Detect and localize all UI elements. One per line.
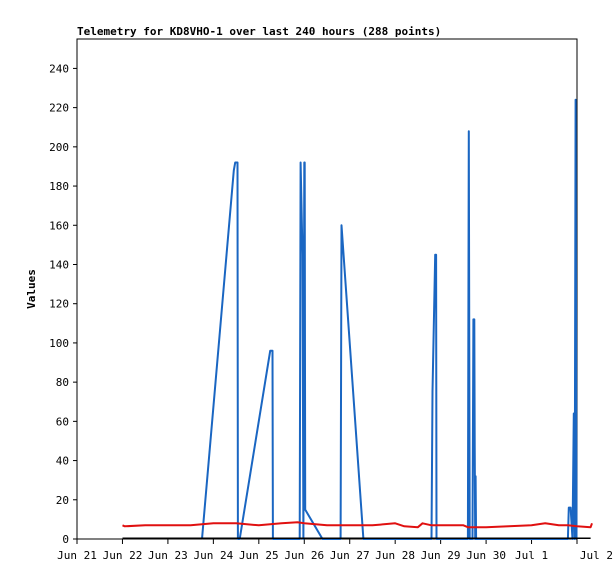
x-tick-label: Jun 30 [466,549,506,562]
x-tick-label: Jun 22 [103,549,143,562]
x-tick-label: Jun 23 [148,549,188,562]
y-tick-label: 160 [49,219,69,232]
x-tick-label: Jun 25 [239,549,279,562]
plot-area [76,38,578,540]
x-tick-label: Jul 1 [515,549,548,562]
x-tick-label: Jun 24 [193,549,233,562]
x-tick-label: Jul 2 [580,549,613,562]
chart-title: Telemetry for KD8VHO-1 over last 240 hou… [77,25,441,38]
y-tick-label: 200 [49,141,69,154]
y-tick-label: 40 [56,455,69,468]
x-tick-label: Jun 28 [375,549,415,562]
x-tick-label: Jun 26 [284,549,324,562]
y-tick-label: 20 [56,494,69,507]
series-layer [122,98,593,540]
y-tick-label: 220 [49,102,69,115]
x-tick-label: Jun 27 [330,549,370,562]
x-axis: Jun 21 Jun 22 Jun 23 Jun 24 Jun 25 Jun 26 Jun … [57,539,613,562]
y-tick-label: 100 [49,337,69,350]
series-line-1 [201,98,578,540]
y-tick-label: 60 [56,415,69,428]
y-axis: 0 20 40 60 80 100 120 140 160 180 200 220 240 [49,62,77,546]
y-tick-label: 240 [49,62,69,75]
x-tick-label: Jun 29 [421,549,461,562]
y-tick-label: 120 [49,298,69,311]
y-tick-label: 0 [62,533,69,546]
y-tick-label: 140 [49,258,69,271]
y-tick-label: 180 [49,180,69,193]
y-axis-label: Values [25,269,38,309]
series-line-2 [122,521,593,529]
x-tick-label: Jun 21 [57,549,97,562]
y-tick-label: 80 [56,376,69,389]
